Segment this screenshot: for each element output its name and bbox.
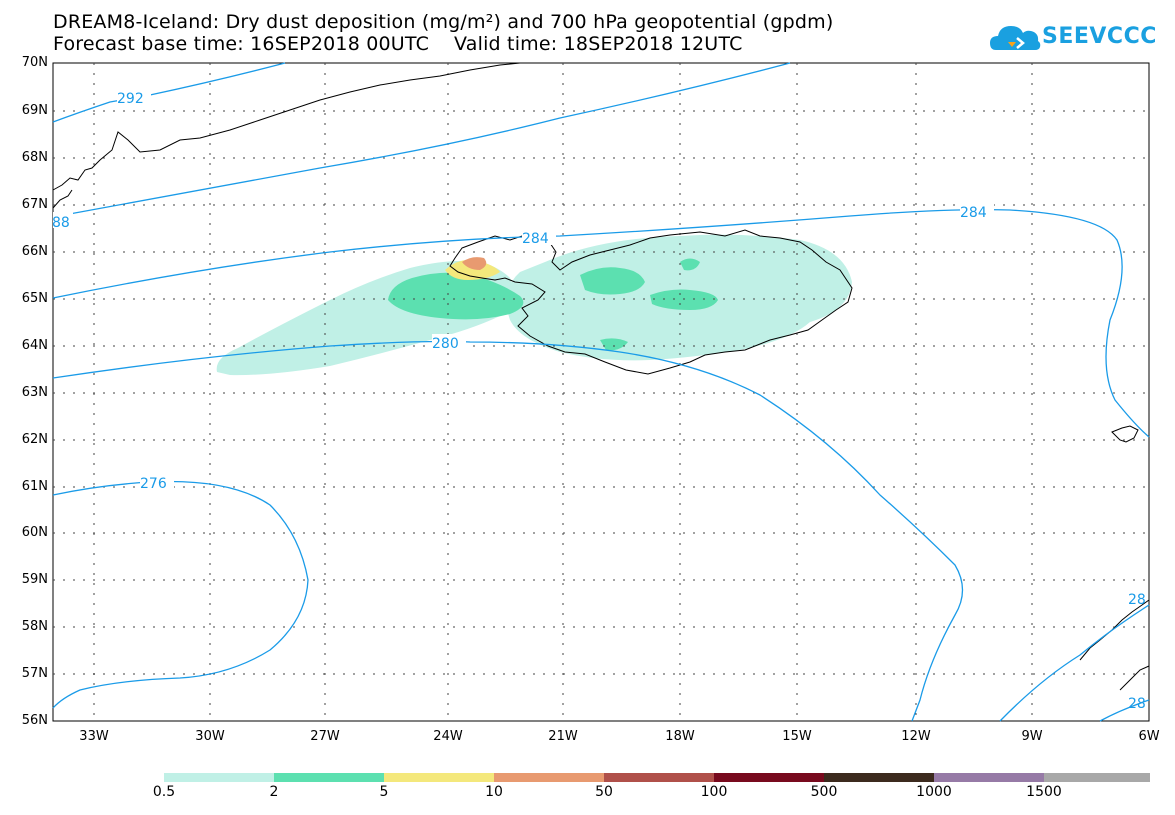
cloud-icon [990,26,1041,50]
greenland-coast [52,62,521,191]
contour-276-line [52,480,309,709]
contour-label-292: 292 [117,91,144,107]
contour-280-line [52,340,964,722]
iceland-coast [449,229,853,375]
scotland-coast [1079,599,1150,661]
contour-label-284-a: 284 [522,231,549,247]
colorbar-swatch [274,773,384,782]
colorbar-label: 1500 [1026,784,1062,800]
lon-label: 33W [79,729,109,744]
coastlines [52,62,1150,691]
contour-280b-line [999,604,1150,722]
colorbar-label: 0.5 [152,784,176,800]
colorbar-label: 500 [810,784,838,800]
lon-label: 30W [195,729,225,744]
lat-label: 65N [21,291,48,306]
colorbar-label: 10 [485,784,503,800]
map-grid [52,62,1150,722]
lat-label: 58N [21,619,48,634]
lat-label: 61N [21,479,48,494]
lat-label: 57N [21,666,48,681]
contour-label-28-b: 28 [1128,696,1146,712]
map-frame [52,62,1150,722]
lon-label: 27W [310,729,340,744]
colorbar-label: 1000 [916,784,952,800]
lat-label: 64N [21,338,48,353]
contour-288-line [52,62,791,218]
lon-label: 6W [1138,729,1160,744]
lat-label: 60N [21,525,48,540]
colorbar-label: 5 [379,784,389,800]
colorbar-swatch [604,773,714,782]
colorbar-swatch [1044,773,1150,782]
colorbar-label: 50 [595,784,613,800]
logo-text: SEEVCCC [1042,24,1157,49]
colorbar-swatch [164,773,274,782]
contour-label-280: 280 [432,336,459,352]
map-subtitle: Forecast base time: 16SEP2018 00UTC Vali… [53,33,743,55]
contour-label-276: 276 [140,476,167,492]
lon-label: 15W [782,729,812,744]
faroe-islands-coast [1111,425,1139,443]
colorbar-swatch [824,773,934,782]
scotland-coast-2 [1119,665,1150,691]
lat-label: 69N [21,103,48,118]
map-title: DREAM8-Iceland: Dry dust deposition (mg/… [53,11,834,33]
lat-label: 67N [21,197,48,212]
colorbar-swatch [384,773,494,782]
contour-label-284-b: 284 [960,205,987,221]
lat-label: 66N [21,244,48,259]
lon-label: 12W [901,729,931,744]
colorbar-label: 100 [700,784,728,800]
colorbar-swatch [934,773,1044,782]
seevccc-logo: SEEVCCC [990,20,1156,56]
lon-label: 24W [433,729,463,744]
dust-deposition-field [216,234,852,376]
lat-label: 59N [21,572,48,587]
geopotential-contours [52,62,1150,722]
lat-label: 70N [21,55,48,70]
lon-label: 18W [665,729,695,744]
contour-labels: 292 88 284 284 280 276 28 28 [52,89,1146,712]
colorbar-label: 2 [269,784,279,800]
contour-label-88: 88 [52,215,70,231]
lat-label: 62N [21,432,48,447]
colorbar-swatch [714,773,824,782]
lat-label: 63N [21,385,48,400]
colorbar-swatch [494,773,604,782]
greenland-coast-south [52,189,73,209]
contour-284-line [52,208,1150,438]
contour-label-28-a: 28 [1128,592,1146,608]
lat-label: 68N [21,150,48,165]
contour-276b-line [1099,699,1150,722]
contour-292-line [52,62,286,123]
lon-label: 9W [1021,729,1043,744]
lon-label: 21W [548,729,578,744]
lat-label: 56N [21,713,48,728]
